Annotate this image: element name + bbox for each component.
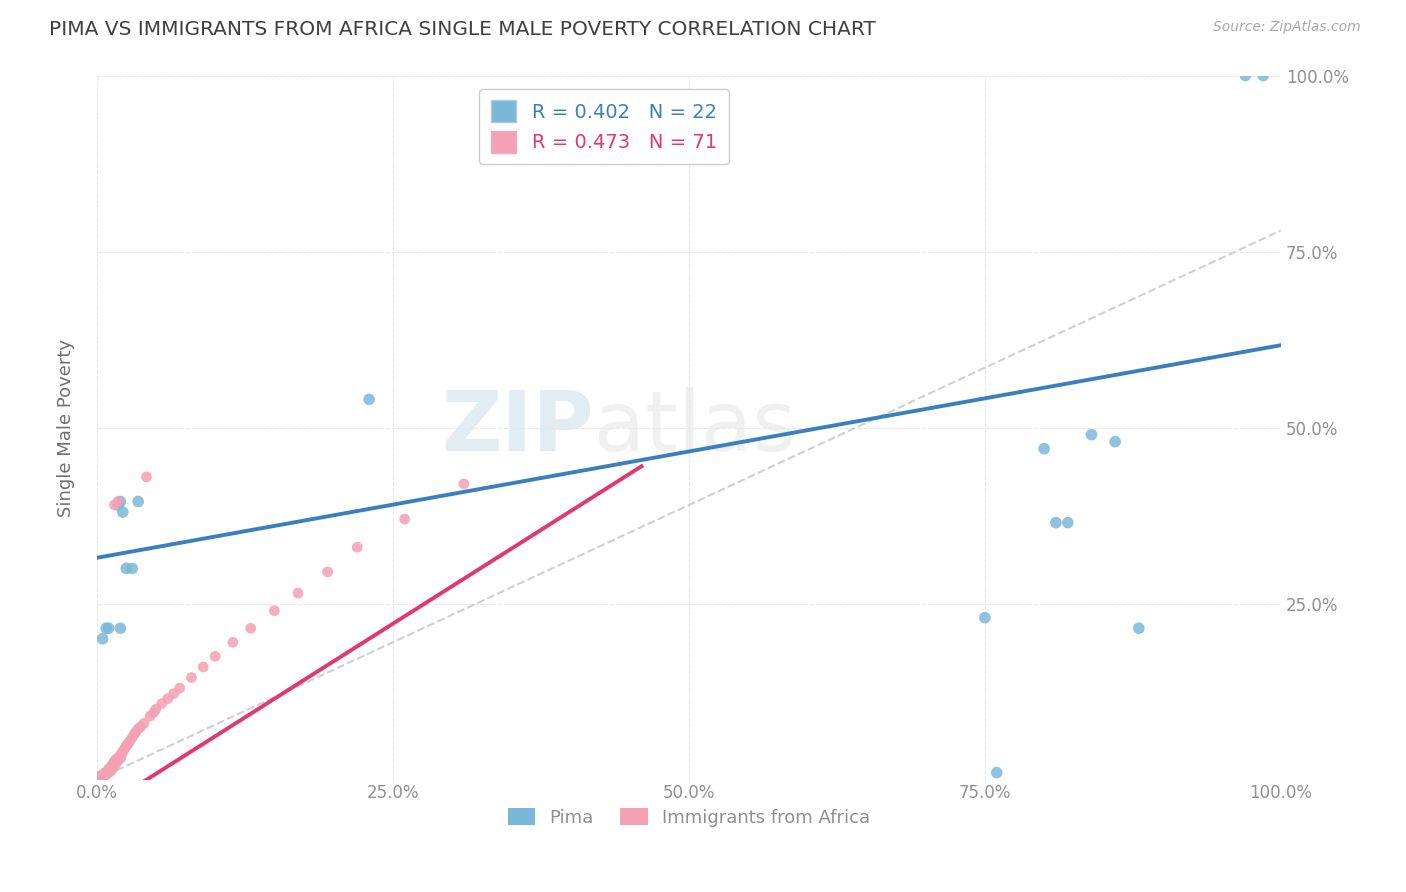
Point xyxy=(316,565,339,579)
Point xyxy=(118,734,141,748)
Point xyxy=(125,724,148,739)
Point xyxy=(1251,69,1274,83)
Point xyxy=(346,541,368,555)
Text: atlas: atlas xyxy=(595,387,796,468)
Point xyxy=(105,751,128,765)
Point xyxy=(263,604,285,618)
Point xyxy=(97,762,120,776)
Point xyxy=(115,561,138,575)
Point xyxy=(101,760,124,774)
Point xyxy=(94,765,117,780)
Point xyxy=(111,505,134,519)
Point xyxy=(96,765,118,780)
Point xyxy=(394,512,416,526)
Point xyxy=(105,755,128,769)
Point xyxy=(96,765,118,780)
Point xyxy=(1128,621,1150,635)
Point xyxy=(90,769,112,783)
Point xyxy=(96,621,118,635)
Point xyxy=(111,744,134,758)
Point xyxy=(96,767,118,781)
Point xyxy=(139,709,162,723)
Point xyxy=(1056,516,1078,530)
Point xyxy=(1234,69,1257,83)
Point xyxy=(118,736,141,750)
Legend: Pima, Immigrants from Africa: Pima, Immigrants from Africa xyxy=(501,801,877,834)
Point xyxy=(453,476,475,491)
Point xyxy=(110,751,132,765)
Point xyxy=(110,621,132,635)
Y-axis label: Single Male Poverty: Single Male Poverty xyxy=(58,339,75,516)
Point xyxy=(103,757,125,772)
Point xyxy=(104,753,127,767)
Point xyxy=(110,494,132,508)
Point xyxy=(287,586,309,600)
Point xyxy=(97,764,120,779)
Point xyxy=(973,610,995,624)
Point xyxy=(129,720,152,734)
Point xyxy=(115,739,138,753)
Point xyxy=(110,747,132,762)
Point xyxy=(163,687,186,701)
Point xyxy=(222,635,245,649)
Text: ZIP: ZIP xyxy=(441,387,595,468)
Point xyxy=(124,727,146,741)
Point xyxy=(107,498,129,512)
Point xyxy=(121,731,143,745)
Point xyxy=(104,757,127,772)
Point xyxy=(100,762,122,776)
Point xyxy=(103,755,125,769)
Point xyxy=(135,470,157,484)
Point xyxy=(117,738,139,752)
Point xyxy=(98,762,121,776)
Point xyxy=(145,702,167,716)
Point xyxy=(93,767,115,781)
Point xyxy=(110,747,132,762)
Point xyxy=(94,769,117,783)
Point xyxy=(204,649,226,664)
Point xyxy=(1104,434,1126,449)
Point xyxy=(107,753,129,767)
Point xyxy=(107,494,129,508)
Point xyxy=(97,765,120,780)
Point xyxy=(1080,427,1102,442)
Point xyxy=(127,494,149,508)
Point xyxy=(986,765,1008,780)
Point xyxy=(239,621,262,635)
Point xyxy=(101,762,124,776)
Point xyxy=(114,740,136,755)
Point xyxy=(98,764,121,779)
Point xyxy=(93,769,115,783)
Point xyxy=(193,660,215,674)
Point xyxy=(103,758,125,772)
Point xyxy=(91,769,114,783)
Point xyxy=(103,755,125,769)
Point xyxy=(169,681,191,695)
Point xyxy=(112,743,135,757)
Point xyxy=(96,764,118,779)
Point xyxy=(91,767,114,781)
Point xyxy=(1033,442,1056,456)
Point xyxy=(156,691,179,706)
Point xyxy=(108,751,131,765)
Point xyxy=(103,498,125,512)
Point xyxy=(91,632,114,646)
Point xyxy=(127,722,149,736)
Point xyxy=(132,716,155,731)
Point xyxy=(1045,516,1067,530)
Point xyxy=(150,697,173,711)
Point xyxy=(180,671,202,685)
Point xyxy=(142,706,165,720)
Point xyxy=(101,758,124,772)
Point xyxy=(89,769,111,783)
Point xyxy=(97,621,120,635)
Point xyxy=(94,767,117,781)
Point xyxy=(121,561,143,575)
Text: Source: ZipAtlas.com: Source: ZipAtlas.com xyxy=(1213,20,1361,34)
Point xyxy=(359,392,381,407)
Point xyxy=(100,760,122,774)
Point xyxy=(100,764,122,779)
Point xyxy=(103,760,125,774)
Text: PIMA VS IMMIGRANTS FROM AFRICA SINGLE MALE POVERTY CORRELATION CHART: PIMA VS IMMIGRANTS FROM AFRICA SINGLE MA… xyxy=(49,20,876,38)
